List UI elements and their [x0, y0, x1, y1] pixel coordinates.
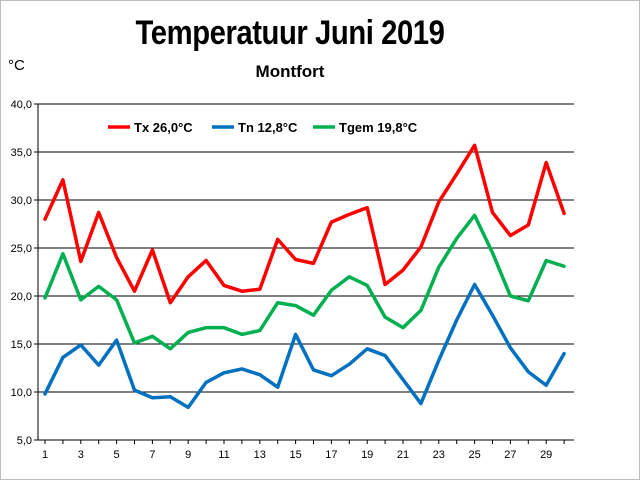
legend-label: Tn 12,8°C: [238, 120, 298, 135]
axes: [34, 103, 574, 444]
x-tick-label: 25: [468, 449, 480, 461]
y-axis-label: °C: [8, 57, 25, 74]
x-tick-label: 3: [78, 449, 84, 461]
y-tick-label: 5,0: [17, 435, 32, 447]
x-tick-label: 5: [114, 449, 120, 461]
x-tick-label: 19: [361, 449, 373, 461]
legend-label: Tx 26,0°C: [134, 120, 193, 135]
legend: Tx 26,0°C Tn 12,8°C Tgem 19,8°C: [108, 120, 418, 135]
y-tick-label: 20,0: [11, 291, 32, 303]
x-tick-labels: 1 3 5 7 9 11 13 15 17 19 21 23 25 27 29: [42, 449, 552, 461]
x-tick-label: 9: [185, 449, 191, 461]
legend-label: Tgem 19,8°C: [339, 120, 418, 135]
x-tick-label: 11: [218, 449, 229, 461]
y-tick-label: 10,0: [11, 387, 32, 399]
y-tick-label: 25,0: [11, 243, 32, 255]
series-lines: [43, 143, 566, 410]
x-tick-label: 17: [325, 449, 337, 461]
x-tick-label: 23: [433, 449, 445, 461]
x-tick-label: 7: [149, 449, 155, 461]
y-tick-label: 35,0: [11, 147, 32, 159]
gridlines: [38, 103, 574, 393]
series-line-2: [43, 213, 566, 351]
x-tick-label: 27: [504, 449, 516, 461]
x-tick-label: 15: [289, 449, 301, 461]
chart-title: Temperatuur Juni 2019: [135, 14, 445, 52]
y-tick-label: 30,0: [11, 195, 32, 207]
x-tick-label: 13: [254, 449, 266, 461]
series-line-1: [43, 282, 566, 410]
x-tick-label: 29: [540, 449, 552, 461]
y-tick-label: 15,0: [11, 339, 32, 351]
series-line-0: [43, 143, 566, 305]
y-tick-labels: 5,0 10,0 15,0 20,0 25,0 30,0 35,0 40,0: [11, 99, 32, 447]
x-tick-label: 1: [42, 449, 48, 461]
x-tick-label: 21: [397, 449, 409, 461]
y-tick-label: 40,0: [11, 99, 32, 111]
chart-subtitle: Montfort: [255, 62, 325, 81]
